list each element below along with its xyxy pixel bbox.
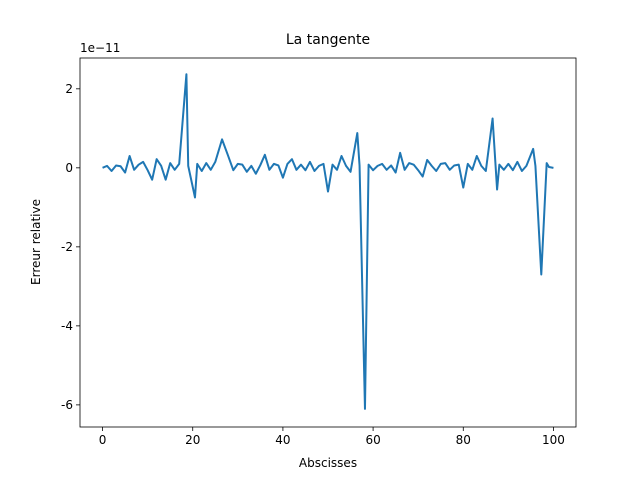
x-tick-label: 0 (99, 433, 107, 447)
offset-label: 1e−11 (80, 41, 120, 55)
x-tick-label: 40 (275, 433, 290, 447)
chart-title: La tangente (286, 32, 370, 48)
line-series (102, 73, 554, 410)
y-axis-label: Erreur relative (29, 199, 43, 285)
x-tick-label: 60 (365, 433, 380, 447)
y-tick-label: -2 (61, 240, 73, 254)
x-tick-label: 20 (185, 433, 200, 447)
plot-frame (79, 57, 577, 428)
y-tick-label: -6 (61, 398, 73, 412)
y-tick-label: -4 (61, 319, 73, 333)
x-tick-label: 80 (456, 433, 471, 447)
y-tick-label: 0 (65, 161, 73, 175)
x-axis-label: Abscisses (299, 456, 357, 470)
x-tick-label: 100 (542, 433, 565, 447)
y-tick-label: 2 (65, 82, 73, 96)
